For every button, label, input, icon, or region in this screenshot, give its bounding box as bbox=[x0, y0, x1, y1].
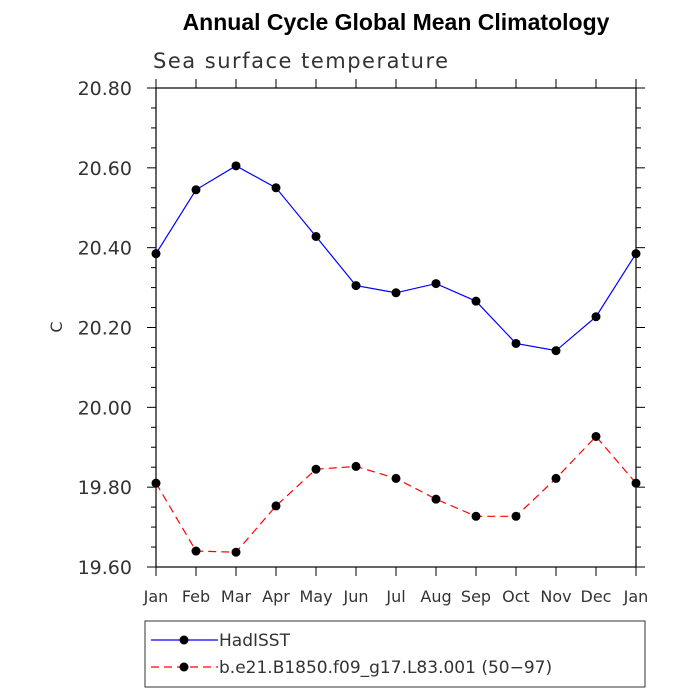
x-tick-label: Dec bbox=[581, 587, 612, 606]
legend-marker-2 bbox=[179, 662, 189, 672]
y-tick-label: 20.20 bbox=[78, 318, 132, 340]
legend: HadISST b.e21.B1850.f09_g17.L83.001 (50−9… bbox=[144, 620, 646, 688]
series-1-point bbox=[311, 231, 321, 241]
series-2-point bbox=[631, 478, 641, 488]
series-1-point bbox=[151, 249, 161, 259]
series-2-point bbox=[271, 501, 281, 511]
y-tick-label: 20.80 bbox=[78, 78, 132, 100]
series-2-point bbox=[311, 464, 321, 474]
chart-subtitle: Sea surface temperature bbox=[153, 49, 450, 73]
y-tick-label: 20.60 bbox=[78, 158, 132, 180]
series-1-point bbox=[511, 338, 521, 348]
series-2-point bbox=[351, 461, 361, 471]
y-tick-label: 20.40 bbox=[78, 238, 132, 260]
plot-frame bbox=[155, 87, 637, 568]
series-1-point bbox=[591, 312, 601, 322]
x-tick-label: Oct bbox=[502, 587, 530, 606]
series-2-point bbox=[591, 431, 601, 441]
y-tick-label: 20.00 bbox=[78, 397, 132, 419]
series-2-point bbox=[551, 473, 561, 483]
x-tick-label: Jan bbox=[623, 587, 649, 606]
x-tick-label: Mar bbox=[221, 587, 252, 606]
series-1-point bbox=[431, 279, 441, 289]
x-tick-label: Jul bbox=[385, 587, 405, 606]
series-2-point bbox=[151, 478, 161, 488]
series-2-line bbox=[155, 435, 637, 553]
series-1-line bbox=[155, 165, 637, 352]
series-1-point bbox=[471, 296, 481, 306]
series-2-point bbox=[231, 547, 241, 557]
x-tick-label: Sep bbox=[461, 587, 491, 606]
legend-marker-1 bbox=[179, 635, 189, 645]
x-tick-label: May bbox=[299, 587, 332, 606]
series-1-point bbox=[351, 281, 361, 291]
series-2-point bbox=[511, 511, 521, 521]
series-1-point bbox=[271, 183, 281, 193]
series-1-point bbox=[231, 161, 241, 171]
x-tick-label: Nov bbox=[540, 587, 571, 606]
x-tick-label: Feb bbox=[182, 587, 210, 606]
y-tick-label: 19.60 bbox=[78, 557, 132, 579]
series-2-point bbox=[391, 473, 401, 483]
series-1-point bbox=[551, 346, 561, 356]
axes: 19.60 19.80 20.00 20.20 20.40 20.60 20.80 Jan Fe… bbox=[78, 78, 649, 606]
legend-label-1: HadISST bbox=[219, 631, 291, 651]
series-2-point bbox=[471, 511, 481, 521]
series-2-point bbox=[191, 546, 201, 556]
y-tick-label: 19.80 bbox=[78, 477, 132, 499]
series-1-point bbox=[391, 288, 401, 298]
series-2-point bbox=[431, 494, 441, 504]
series-1-point bbox=[631, 249, 641, 259]
series-1-point bbox=[191, 185, 201, 195]
x-tick-label: Aug bbox=[420, 587, 451, 606]
y-axis-label: C bbox=[47, 321, 66, 332]
chart-title: Annual Cycle Global Mean Climatology bbox=[183, 9, 610, 35]
x-tick-label: Jan bbox=[143, 587, 169, 606]
x-tick-label: Jun bbox=[343, 587, 369, 606]
legend-box bbox=[144, 620, 646, 688]
x-tick-label: Apr bbox=[262, 587, 290, 606]
series-layer bbox=[151, 161, 641, 557]
legend-label-2: b.e21.B1850.f09_g17.L83.001 (50−97) bbox=[219, 658, 552, 678]
